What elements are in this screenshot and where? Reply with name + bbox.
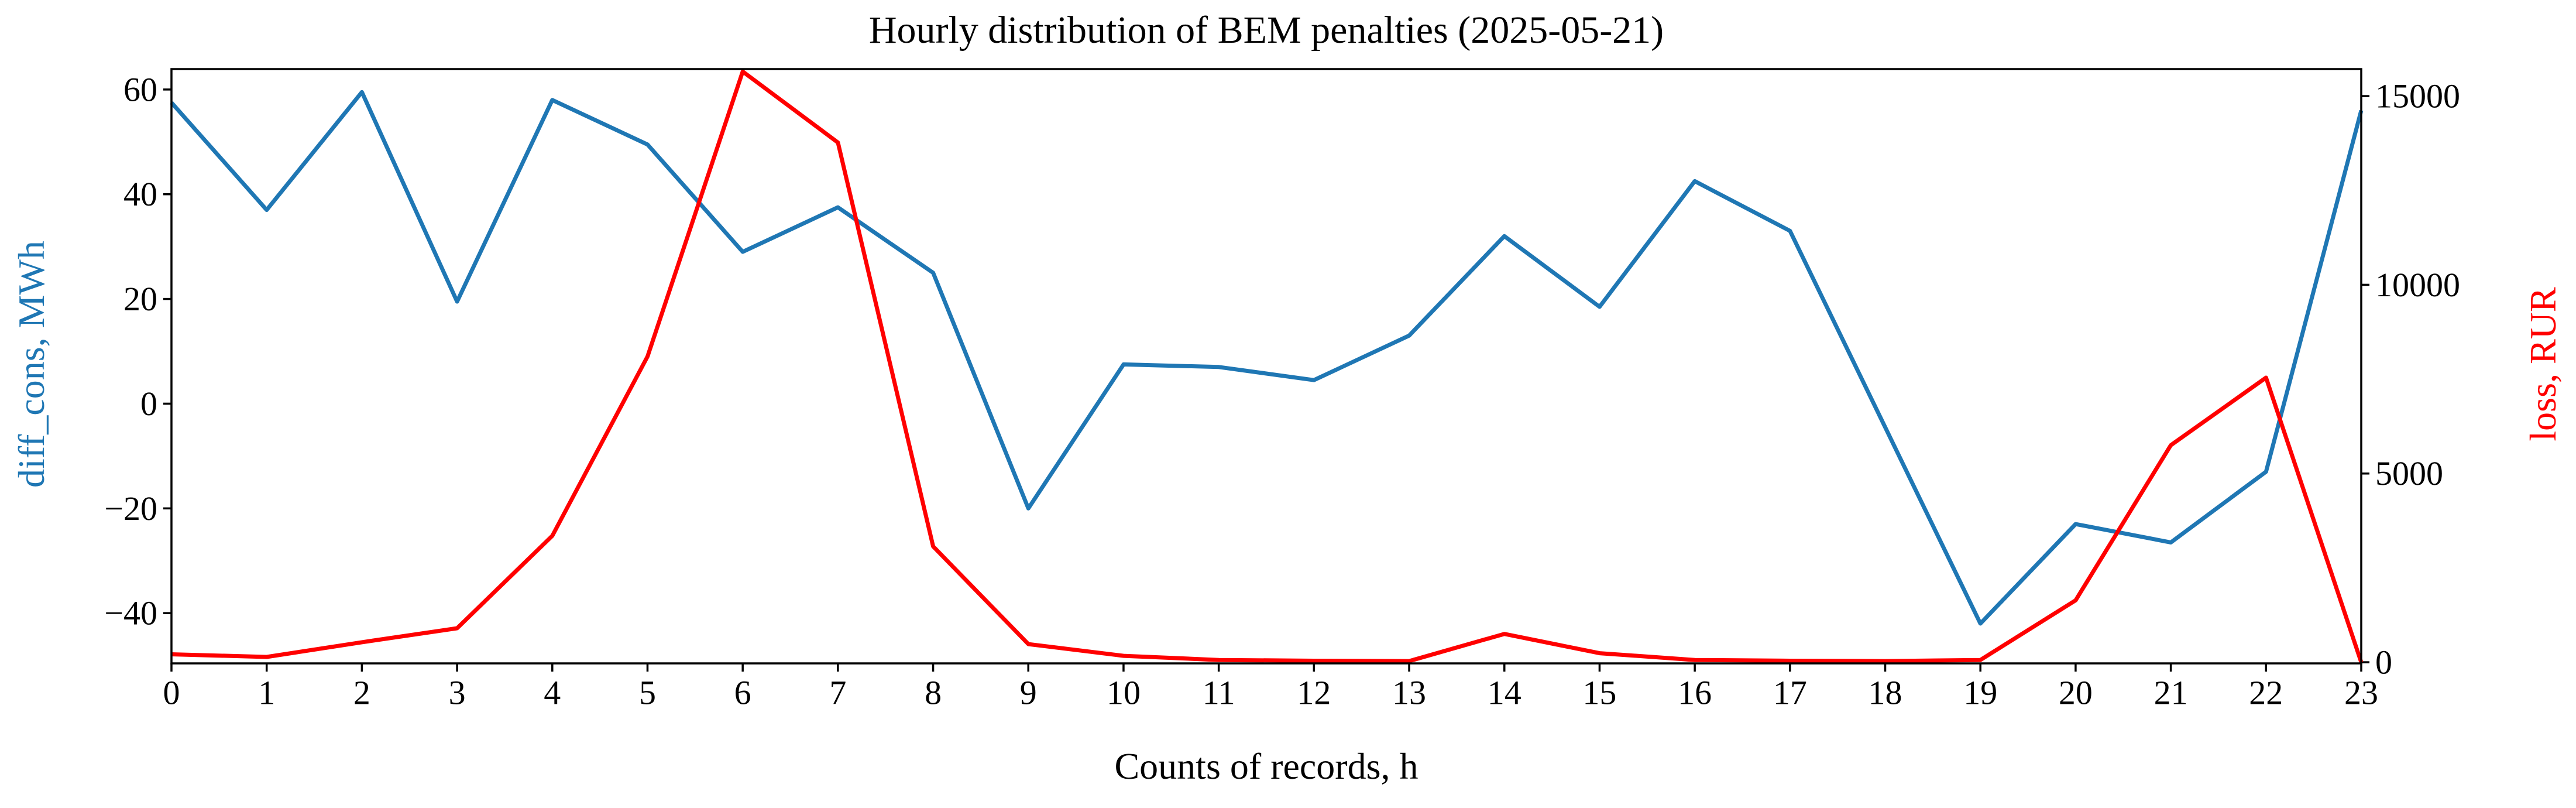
x-tick-label: 19: [1963, 674, 1997, 712]
x-tick-label: 5: [639, 674, 656, 712]
right-tick-label: 10000: [2375, 266, 2460, 304]
x-tick-label: 18: [1869, 674, 1902, 712]
left-tick-label: −40: [104, 594, 157, 632]
right-tick-label: 5000: [2375, 454, 2443, 492]
x-tick-label: 22: [2249, 674, 2283, 712]
plot-frame: [170, 68, 2362, 665]
x-tick-label: 14: [1488, 674, 1521, 712]
x-tick-label: 2: [353, 674, 370, 712]
diff_cons-series-line: [170, 90, 2364, 626]
x-tick-label: 1: [258, 674, 275, 712]
x-tick-label: 0: [163, 674, 180, 712]
left-tick-label: 0: [140, 385, 157, 423]
left-tick-label: 40: [123, 175, 157, 213]
x-tick-label: 23: [2344, 674, 2378, 712]
x-tick-label: 21: [2154, 674, 2188, 712]
x-tick-label: 3: [449, 674, 466, 712]
x-tick-label: 20: [2059, 674, 2093, 712]
left-tick-label: −20: [104, 489, 157, 528]
x-tick-label: 10: [1107, 674, 1141, 712]
x-axis-label: Counts of records, h: [1114, 745, 1418, 787]
x-tick-label: 6: [734, 674, 751, 712]
chart-title: Hourly distribution of BEM penalties (20…: [868, 9, 1664, 52]
x-tick-label: 9: [1020, 674, 1037, 712]
x-tick-label: 12: [1297, 674, 1331, 712]
loss-series-line: [171, 69, 2364, 663]
x-tick-label: 17: [1773, 674, 1807, 712]
x-tick-label: 11: [1203, 674, 1235, 712]
x-tick-label: 16: [1678, 674, 1712, 712]
x-tick-label: 15: [1582, 674, 1616, 712]
x-tick-label: 4: [544, 674, 561, 712]
x-tick-label: 8: [925, 674, 942, 712]
left-tick-label: 60: [123, 70, 157, 108]
x-tick-label: 7: [829, 674, 846, 712]
right-tick-label: 15000: [2375, 77, 2460, 115]
x-tick-label: 13: [1392, 674, 1426, 712]
right-tick-label: 0: [2375, 643, 2392, 682]
left-tick-label: 20: [123, 280, 157, 318]
